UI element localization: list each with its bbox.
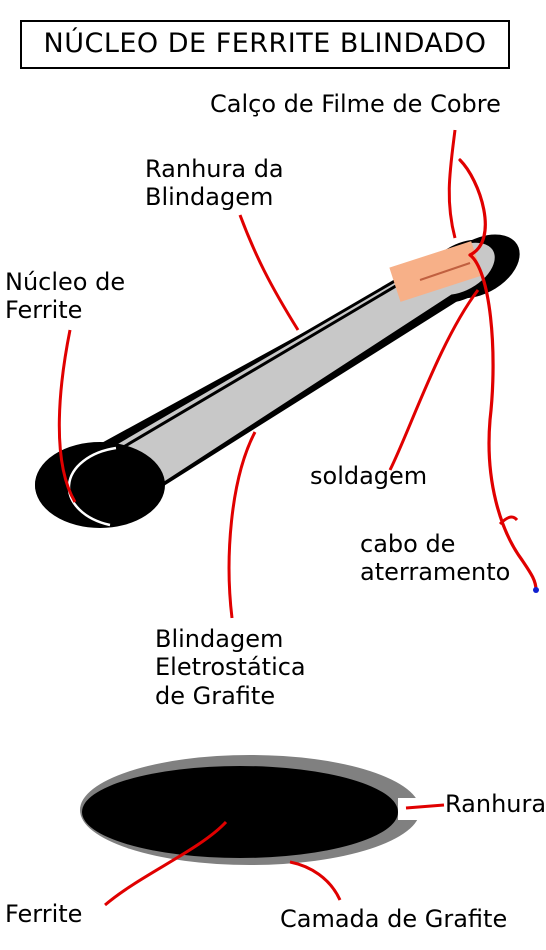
cross-ferrite (82, 766, 398, 858)
leader-ground (500, 517, 517, 524)
leader-copper (449, 130, 455, 238)
leader-graphite2 (290, 862, 340, 900)
label-ferrite2: Ferrite (5, 900, 82, 928)
ground-wire-tip (533, 587, 539, 593)
label-ground-cable: cabo de aterramento (360, 530, 510, 587)
leader-slot (240, 215, 298, 330)
label-ferrite-core: Núcleo de Ferrite (5, 268, 125, 325)
label-slot2: Ranhura (445, 790, 546, 818)
ground-wire (460, 160, 536, 590)
diagram-canvas: NÚCLEO DE FERRITE BLINDADO (0, 0, 546, 950)
label-graphite2: Camada de Grafite (280, 905, 507, 933)
label-slot: Ranhura da Blindagem (145, 155, 284, 212)
label-copper-shim: Calço de Filme de Cobre (210, 90, 501, 118)
core-near-cap (36, 443, 164, 527)
cross-notch (398, 798, 448, 820)
label-shield: Blindagem Eletrostática de Grafite (155, 625, 306, 710)
leader-shield (229, 432, 255, 618)
label-solder: soldagem (310, 462, 427, 490)
